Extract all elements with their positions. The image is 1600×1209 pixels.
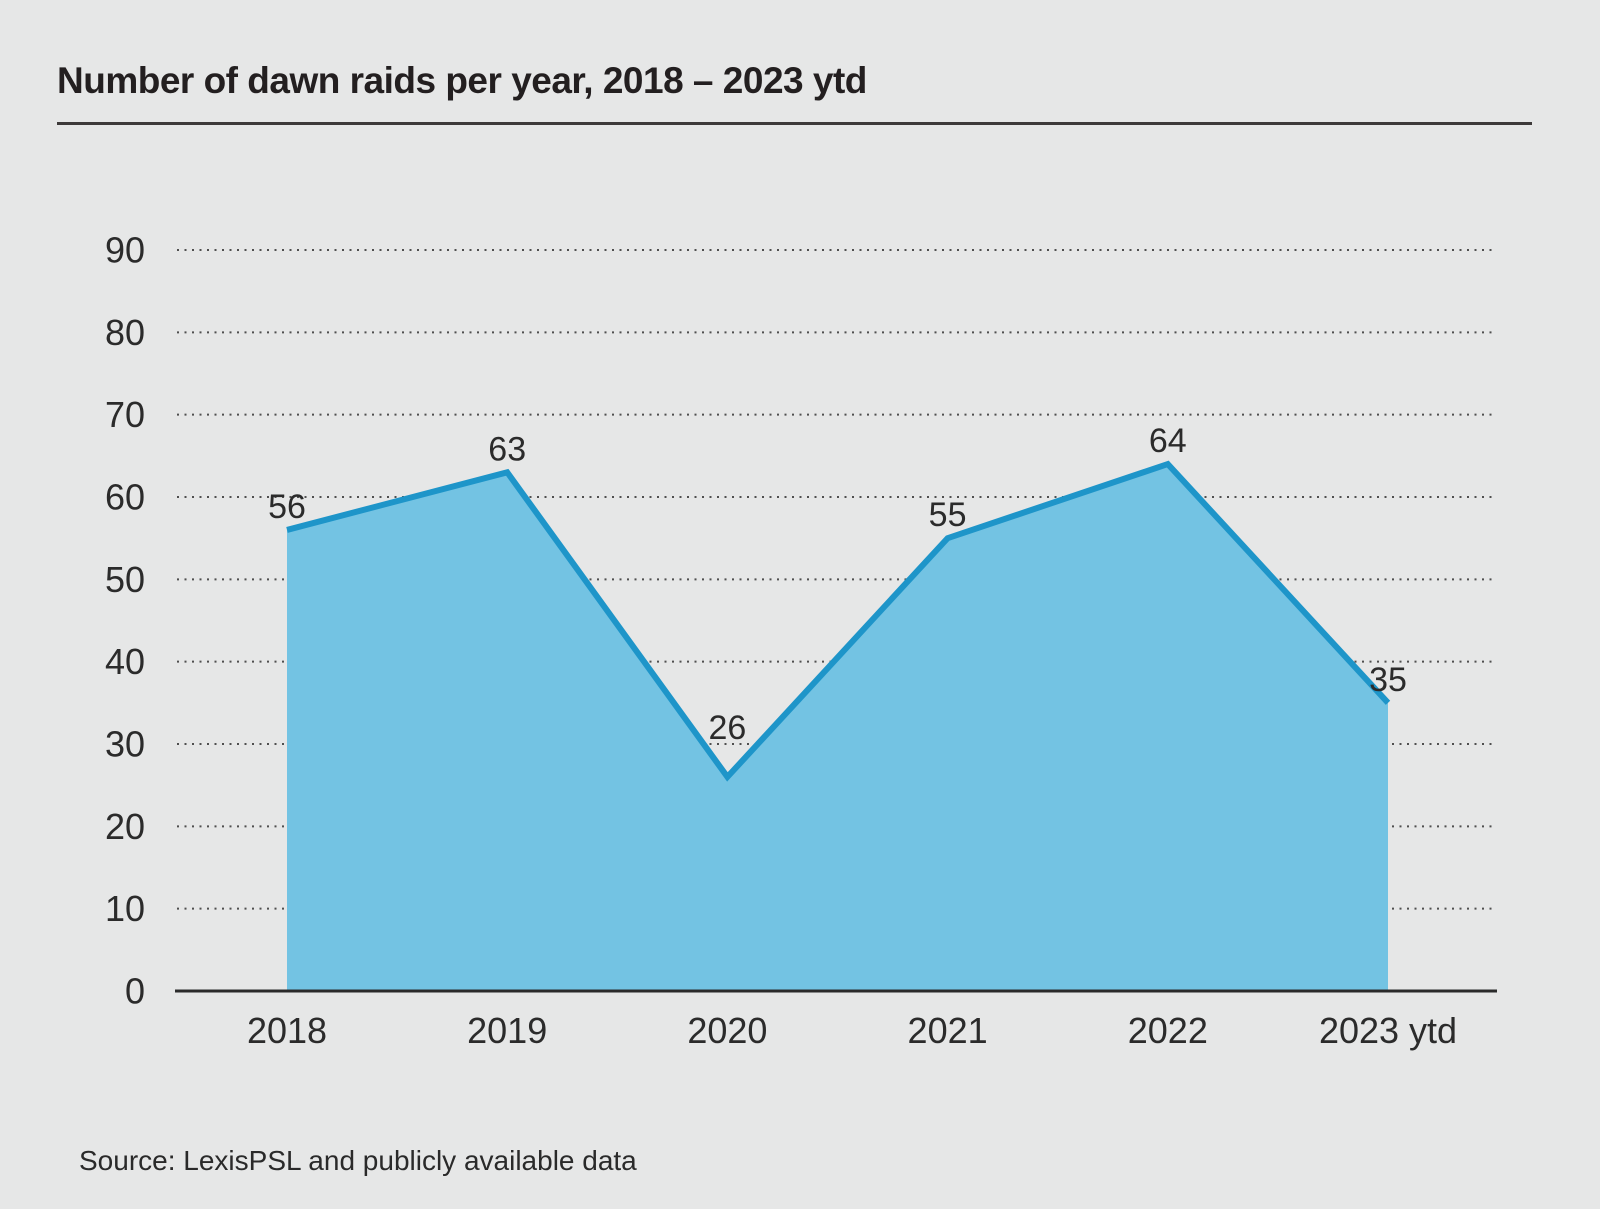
data-point-label: 56 bbox=[268, 488, 306, 526]
data-point-label: 35 bbox=[1369, 661, 1407, 699]
x-axis-tick-label: 2022 bbox=[1128, 1010, 1208, 1051]
y-axis-tick-label: 20 bbox=[105, 806, 145, 847]
source-caption: Source: LexisPSL and publicly available … bbox=[79, 1145, 637, 1176]
trend-line bbox=[286, 460, 1391, 782]
x-axis-tick-label: 2019 bbox=[467, 1010, 547, 1051]
y-axis-tick-label: 0 bbox=[125, 971, 145, 1012]
y-axis-tick-label: 10 bbox=[105, 888, 145, 929]
x-axis-tick-label: 2021 bbox=[908, 1010, 988, 1051]
y-axis-tick-label: 90 bbox=[105, 230, 145, 271]
x-axis-tick-label: 2020 bbox=[687, 1010, 767, 1051]
chart-title: Number of dawn raids per year, 2018 – 20… bbox=[57, 60, 867, 101]
x-axis-tick-label: 2023 ytd bbox=[1319, 1010, 1457, 1051]
y-axis-tick-label: 50 bbox=[105, 559, 145, 600]
data-point-label: 26 bbox=[708, 709, 746, 747]
data-point-label: 64 bbox=[1149, 422, 1187, 460]
title-divider bbox=[57, 122, 1532, 125]
y-axis-tick-label: 80 bbox=[105, 312, 145, 353]
x-axis-tick-label: 2018 bbox=[247, 1010, 327, 1051]
y-axis-tick-label: 60 bbox=[105, 477, 145, 518]
area-fill-shape bbox=[287, 464, 1388, 992]
data-point-label: 63 bbox=[488, 430, 526, 468]
y-axis-tick-label: 30 bbox=[105, 724, 145, 765]
y-axis-tick-label: 40 bbox=[105, 641, 145, 682]
y-axis-tick-label: 70 bbox=[105, 394, 145, 435]
data-point-label: 55 bbox=[929, 496, 967, 534]
